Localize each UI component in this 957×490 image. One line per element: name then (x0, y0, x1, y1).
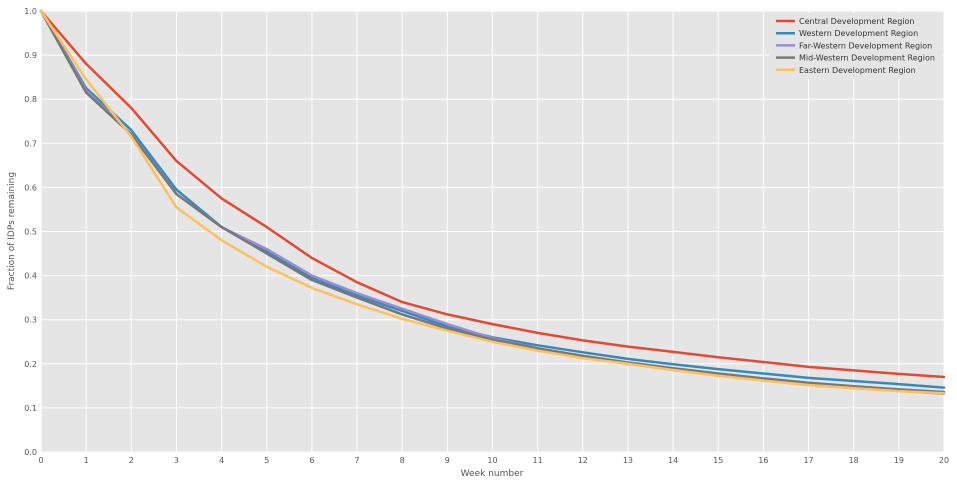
x-tick-label: 8 (400, 456, 405, 465)
y-tick-label: 0.0 (24, 448, 37, 457)
x-tick-label: 1 (84, 456, 89, 465)
x-tick-label: 19 (894, 456, 904, 465)
x-tick-label: 0 (38, 456, 43, 465)
y-tick-label: 0.7 (24, 139, 37, 148)
x-tick-label: 20 (939, 456, 949, 465)
y-tick-label: 0.9 (24, 51, 37, 60)
x-tick-label: 14 (668, 456, 678, 465)
x-tick-label: 6 (309, 456, 314, 465)
legend-box (769, 13, 942, 79)
series-line-1 (39, 9, 946, 379)
grid-lines (40, 10, 945, 453)
x-tick-label: 4 (219, 456, 224, 465)
x-tick-label: 2 (129, 456, 134, 465)
x-tick-label: 12 (578, 456, 588, 465)
legend-label: Eastern Development Region (799, 66, 916, 75)
x-tick-label: 11 (533, 456, 543, 465)
y-tick-label: 1.0 (24, 7, 37, 16)
axis-ticks: 0 1 2 3 4 5 6 7 8 9 10 11 12 13 14 15 16 17 18 19 200.00.10.… (24, 7, 949, 465)
x-tick-label: 7 (355, 456, 360, 465)
y-tick-label: 0.4 (24, 272, 37, 281)
x-tick-label: 5 (264, 456, 269, 465)
legend-label: Mid-Western Development Region (799, 54, 935, 63)
legend: Central Development Region Western Develo… (769, 13, 942, 79)
y-tick-label: 0.1 (24, 404, 37, 413)
x-tick-label: 10 (487, 456, 497, 465)
y-tick-label: 0.2 (24, 360, 37, 369)
x-tick-label: 16 (758, 456, 768, 465)
x-tick-label: 13 (623, 456, 633, 465)
y-tick-label: 0.8 (24, 95, 37, 104)
legend-label: Western Development Region (799, 29, 918, 38)
y-axis-label: Fraction of IDPs remaining (7, 172, 17, 290)
x-tick-label: 9 (445, 456, 450, 465)
legend-label: Far-Western Development Region (799, 41, 932, 50)
y-tick-label: 0.3 (24, 316, 37, 325)
series-lines (39, 9, 946, 396)
series-line-5 (39, 9, 946, 395)
x-tick-label: 17 (803, 456, 813, 465)
x-tick-label: 15 (713, 456, 723, 465)
y-tick-label: 0.5 (24, 228, 37, 237)
y-tick-label: 0.6 (24, 183, 37, 192)
series-line-4 (39, 9, 946, 394)
x-tick-label: 18 (849, 456, 859, 465)
x-tick-label: 3 (174, 456, 179, 465)
legend-label: Central Development Region (799, 17, 914, 26)
x-axis-label: Week number (461, 469, 524, 479)
